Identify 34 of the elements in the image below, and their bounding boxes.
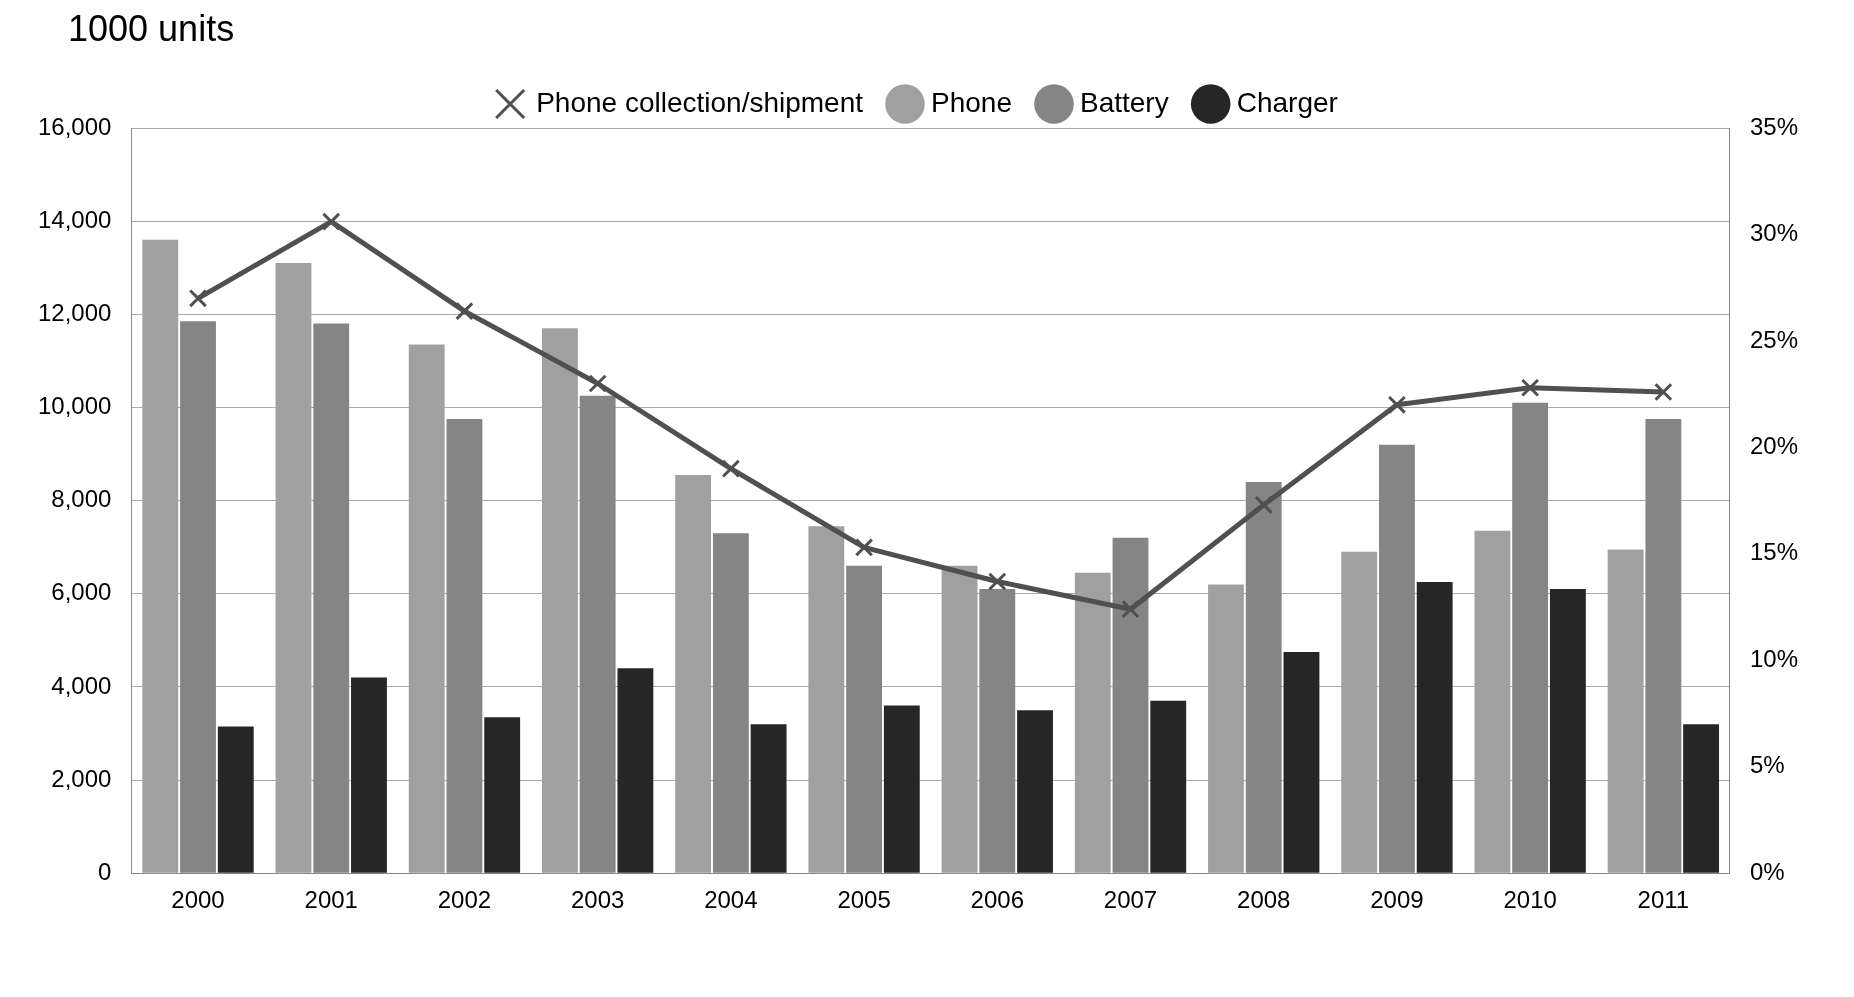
x-tick-label: 2000: [171, 886, 225, 914]
y2-tick-label: 15%: [1749, 538, 1799, 566]
y2-tick-label: 0%: [1749, 857, 1785, 885]
y-tick-label: 0: [98, 857, 112, 885]
x-tick-label: 2002: [437, 886, 492, 914]
y-tick-label: 2,000: [51, 764, 112, 792]
y2-tick-label: 25%: [1749, 325, 1799, 353]
y2-tick-label: 20%: [1749, 432, 1799, 459]
y-axis-title: 1000 units: [68, 8, 236, 50]
x-tick-label: 2001: [304, 886, 358, 914]
x-tick-label: 2011: [1637, 886, 1690, 914]
legend-label: Phone collection/shipment: [536, 86, 864, 118]
y-tick-label: 16,000: [38, 112, 112, 140]
y2-tick-label: 5%: [1749, 751, 1785, 779]
x-tick-label: 2003: [570, 886, 625, 914]
x-tick-label: 2007: [1103, 886, 1158, 914]
x-tick-label: 2006: [970, 886, 1024, 914]
legend-label: Charger: [1236, 86, 1338, 118]
x-tick-label: 2010: [1503, 886, 1557, 914]
y2-tick-label: 30%: [1749, 219, 1799, 247]
x-tick-label: 2004: [704, 886, 758, 914]
y-tick-label: 4,000: [51, 671, 112, 699]
x-tick-label: 2005: [837, 886, 891, 914]
y-tick-label: 14,000: [38, 205, 112, 233]
x-tick-label: 2009: [1370, 886, 1424, 914]
y-tick-label: 8,000: [51, 485, 112, 513]
y-tick-label: 6,000: [51, 578, 112, 606]
x-tick-label: 2008: [1237, 886, 1291, 914]
legend-label: Battery: [1079, 86, 1169, 118]
y2-tick-label: 35%: [1749, 112, 1799, 140]
y-tick-label: 10,000: [38, 392, 112, 420]
y2-tick-label: 10%: [1749, 644, 1799, 672]
y-tick-label: 12,000: [38, 298, 112, 326]
legend-label: Phone: [931, 86, 1012, 118]
